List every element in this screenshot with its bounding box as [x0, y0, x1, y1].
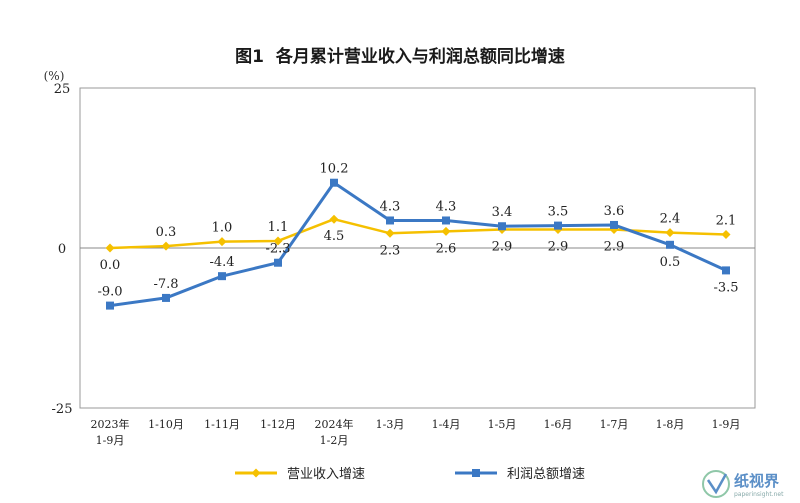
x-tick-label: 2023年 — [91, 417, 130, 431]
data-label: 4.3 — [436, 199, 457, 214]
x-tick-label: 1-4月 — [432, 418, 461, 431]
data-label: 3.4 — [492, 205, 513, 220]
data-point — [665, 228, 675, 238]
data-label: -4.4 — [209, 255, 234, 270]
plot-area: 25 0 -25 2023年 1-9月 1-10月 1-11月 1-12月 2024年 1-2月 1… — [52, 82, 756, 447]
data-point — [386, 216, 394, 225]
data-label: 3.5 — [548, 205, 569, 220]
data-label: 0.0 — [100, 258, 121, 273]
legend: 营业收入增速 利润总额增速 — [235, 467, 585, 482]
data-point — [721, 230, 731, 240]
y-tick-label: -25 — [52, 402, 73, 417]
legend-label: 利润总额增速 — [507, 467, 585, 482]
data-point — [442, 216, 450, 225]
data-point — [218, 272, 226, 281]
x-tick-label: 1-3月 — [376, 418, 405, 431]
watermark-text: 纸视界 — [734, 472, 779, 490]
x-tick-label: 1-10月 — [148, 418, 184, 431]
watermark-logo-icon — [702, 470, 730, 498]
x-tick-label: 1-8月 — [656, 418, 685, 431]
legend-marker — [251, 468, 261, 478]
data-label: 1.1 — [268, 220, 289, 235]
legend-label: 营业收入增速 — [287, 467, 365, 482]
data-point — [273, 236, 283, 246]
data-label: 2.9 — [492, 239, 513, 254]
data-point — [554, 221, 562, 230]
data-label: 2.3 — [380, 243, 401, 258]
data-label: 2.6 — [436, 241, 457, 256]
data-label: -9.0 — [97, 285, 122, 300]
data-point — [722, 266, 730, 275]
x-tick-label: 1-11月 — [204, 418, 240, 431]
x-tick-label: 1-7月 — [600, 418, 629, 431]
y-tick-label: 0 — [58, 242, 66, 257]
data-label: 2.9 — [548, 239, 569, 254]
data-point — [385, 228, 395, 238]
data-point — [498, 222, 506, 231]
y-axis-unit: (%) — [44, 69, 65, 83]
data-label: 2.4 — [660, 212, 681, 227]
x-tick-label: 1-9月 — [712, 418, 741, 431]
watermark-check-icon — [706, 473, 728, 495]
data-label: 0.5 — [660, 255, 681, 270]
data-point — [274, 258, 282, 267]
x-tick-label: 2024年 — [315, 417, 354, 431]
data-label: 10.2 — [320, 162, 349, 177]
data-point — [217, 237, 227, 247]
data-label: -2.3 — [265, 242, 290, 257]
data-label: -3.5 — [713, 280, 738, 295]
x-tick-label: 1-5月 — [488, 418, 517, 431]
data-point — [441, 226, 451, 236]
y-tick-label: 25 — [54, 82, 71, 97]
x-tick-label: 1-12月 — [260, 418, 296, 431]
data-label: 4.3 — [380, 199, 401, 214]
data-point — [105, 243, 115, 253]
x-tick-label: 1-6月 — [544, 418, 573, 431]
data-label: 2.9 — [604, 239, 625, 254]
data-label: 2.1 — [716, 214, 737, 229]
data-label: 0.3 — [156, 225, 177, 240]
watermark-subtext: paperinsight.net — [734, 491, 784, 498]
data-point — [106, 301, 114, 310]
data-label: -7.8 — [153, 277, 178, 292]
x-tick-label: 1-2月 — [320, 434, 349, 447]
data-point — [666, 240, 674, 249]
legend-marker — [472, 469, 480, 477]
x-tick-label: 1-9月 — [96, 434, 125, 447]
data-label: 1.0 — [212, 221, 233, 236]
data-point — [330, 178, 338, 187]
data-label: 3.6 — [604, 204, 625, 219]
data-point — [329, 214, 339, 224]
series-line-1 — [109, 217, 727, 250]
series-line-2 — [109, 181, 727, 308]
data-label: 4.5 — [324, 229, 345, 244]
data-point — [162, 293, 170, 302]
data-point — [610, 220, 618, 229]
chart-title: 图1 各月累计营业收入与利润总额同比增速 — [235, 46, 565, 67]
data-point — [161, 241, 171, 251]
